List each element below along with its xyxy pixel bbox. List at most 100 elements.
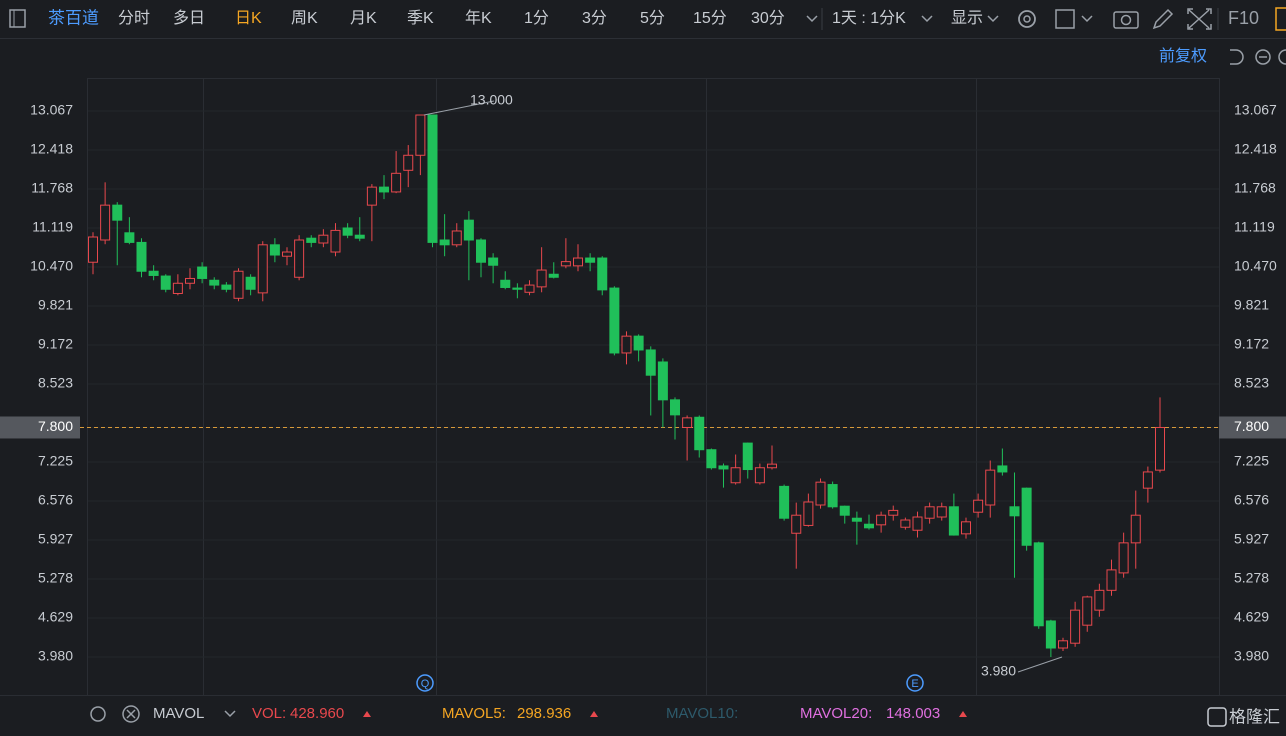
- trend-arrow: [363, 711, 371, 717]
- candle-body: [148, 270, 159, 276]
- settings-icon-center: [1023, 15, 1031, 23]
- candle-body: [1106, 569, 1117, 591]
- candle-body: [330, 229, 341, 253]
- y-tick-label-right: 9.172: [1234, 336, 1269, 352]
- f10-button[interactable]: F10: [1228, 8, 1259, 28]
- candle-body: [754, 467, 765, 484]
- draw-icon[interactable]: [1152, 8, 1174, 30]
- candle-body: [1130, 514, 1141, 544]
- adjust-mode[interactable]: 前复权: [1159, 47, 1207, 65]
- candle-body: [948, 506, 959, 536]
- candle-body: [391, 172, 402, 193]
- candle-body: [548, 273, 559, 278]
- style-icon[interactable]: [1055, 9, 1075, 29]
- candle-body: [560, 261, 571, 267]
- candle-body: [403, 154, 414, 171]
- period-tab[interactable]: 分时: [118, 9, 150, 27]
- candle-body: [1155, 426, 1165, 471]
- chevrons: [806, 15, 1093, 23]
- period-tab[interactable]: 周K: [291, 10, 318, 27]
- y-tick-label: 11.119: [32, 219, 73, 235]
- trend-arrow: [590, 711, 598, 717]
- indicator-label: MAVOL10:: [666, 705, 738, 722]
- period-tab[interactable]: 1分: [524, 9, 549, 27]
- candle-body: [803, 501, 814, 526]
- indicator-close[interactable]: [122, 705, 140, 723]
- y-tick-label-right: 8.523: [1234, 375, 1269, 391]
- y-tick-label-right: 11.119: [1234, 219, 1275, 235]
- candle-body: [924, 506, 935, 519]
- candle-body: [815, 481, 826, 506]
- candle-body: [1142, 471, 1153, 489]
- candle-body: [112, 204, 123, 221]
- candle-body: [342, 227, 353, 236]
- settings-icon[interactable]: [1018, 10, 1036, 28]
- zoom-in-icon[interactable]: [1278, 49, 1286, 65]
- display-menu[interactable]: 显示: [951, 10, 983, 27]
- candle-body: [621, 335, 632, 354]
- period-tab[interactable]: 5分: [640, 9, 665, 27]
- event-marker[interactable]: [906, 674, 924, 692]
- candle-body: [985, 469, 996, 506]
- symbol[interactable]: 茶百道: [48, 8, 99, 27]
- candle-body: [245, 276, 256, 290]
- indicator-value: 148.003: [886, 705, 940, 722]
- candle-body: [488, 257, 499, 266]
- period-tab[interactable]: 30分: [751, 9, 785, 27]
- candle-body: [997, 465, 1008, 473]
- y-tick-label-right: 4.629: [1234, 609, 1269, 625]
- y-tick-label: 5.278: [38, 570, 73, 586]
- event-label[interactable]: E: [911, 678, 918, 690]
- range-select[interactable]: 1天 : 1分K: [832, 9, 906, 27]
- event-marker[interactable]: [416, 674, 434, 692]
- candle-body: [767, 463, 777, 469]
- candle-body: [160, 275, 171, 290]
- period-tab[interactable]: 日K: [235, 10, 262, 27]
- candle-body: [451, 230, 462, 246]
- trend-arrow: [959, 711, 967, 717]
- candle-body: [1118, 542, 1129, 574]
- period-tab[interactable]: 季K: [407, 9, 434, 27]
- y-tick-label: 9.172: [38, 336, 73, 352]
- y-tick-label: 3.980: [38, 648, 73, 664]
- annotation-leader: [423, 100, 495, 116]
- candle-body: [718, 465, 729, 470]
- indicator-icons: [126, 709, 236, 719]
- y-tick-label: 11.768: [31, 180, 73, 196]
- candle-body: [876, 514, 887, 526]
- edge-button[interactable]: [1275, 7, 1286, 31]
- period-tab[interactable]: 3分: [582, 9, 607, 27]
- period-tab[interactable]: 多日: [173, 9, 205, 27]
- annotation-leader: [1017, 656, 1063, 673]
- candle-body: [597, 257, 608, 291]
- y-tick-label: 6.576: [38, 492, 73, 508]
- period-tab[interactable]: 月K: [350, 10, 377, 27]
- y-tick-label-right: 5.927: [1234, 531, 1269, 547]
- candle-body: [136, 241, 147, 272]
- candle-body: [573, 257, 583, 267]
- y-tick-label: 8.523: [38, 375, 73, 391]
- zoom-out-icon[interactable]: [1255, 49, 1271, 65]
- indicator-name[interactable]: MAVOL: [153, 705, 204, 722]
- y-tick-label: 5.927: [38, 531, 73, 547]
- indicator-settings[interactable]: [90, 706, 106, 722]
- annotation-label: 13.000: [470, 92, 513, 108]
- indicator-value: 298.936: [517, 705, 571, 722]
- period-tab[interactable]: 15分: [693, 9, 727, 27]
- reset-icon[interactable]: [1230, 49, 1244, 65]
- indicator-label: VOL:: [252, 705, 286, 722]
- candle-body: [670, 399, 680, 416]
- candle-body: [585, 257, 596, 263]
- event-label[interactable]: Q: [421, 678, 430, 690]
- candle-body: [294, 239, 305, 278]
- camera-icon[interactable]: [1113, 11, 1139, 29]
- candle-body: [439, 239, 450, 246]
- camera-lens: [1120, 14, 1132, 26]
- sidebar-toggle[interactable]: [9, 9, 26, 28]
- fullscreen-icon[interactable]: [1187, 8, 1212, 30]
- period-tab[interactable]: 年K: [465, 9, 492, 27]
- y-tick-label: 7.225: [38, 453, 73, 469]
- candle-body: [476, 239, 486, 263]
- annotation-label: 3.980: [981, 663, 1016, 679]
- watermark-logo: [1207, 707, 1227, 727]
